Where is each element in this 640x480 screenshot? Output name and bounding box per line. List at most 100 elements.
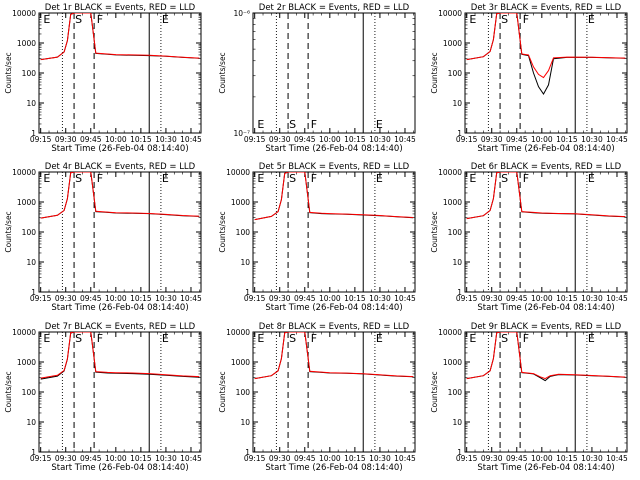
marker-letter: S <box>501 332 508 345</box>
x-tick-label: 10:15 <box>344 294 366 303</box>
series-lld-line <box>466 332 626 380</box>
x-tick-label: 10:15 <box>344 454 366 463</box>
marker-letter: E <box>588 13 595 26</box>
y-tick-label: 10 <box>240 418 250 427</box>
x-tick-label: 09:15 <box>244 454 266 463</box>
x-tick-label: 10:30 <box>369 454 391 463</box>
x-tick-label: 09:15 <box>30 294 52 303</box>
y-tick-label: 100 <box>448 69 463 78</box>
x-tick-label: 10:00 <box>105 294 127 303</box>
x-tick-label: 10:45 <box>394 454 416 463</box>
x-tick-label: 10:45 <box>606 294 628 303</box>
y-tick-label: 1000 <box>17 358 36 367</box>
panel-det9r: Det 9r BLACK = Events, RED = LLD 1 10 100 10… <box>430 322 628 473</box>
x-tick-label: 09:15 <box>30 454 52 463</box>
x-axis-label: Start Time (26-Feb-04 08:14:40) <box>51 303 188 313</box>
x-tick-label: 09:15 <box>456 454 478 463</box>
x-tick-label: 10:15 <box>344 135 366 144</box>
series-events-line <box>466 172 626 220</box>
y-tick-label: 10000 <box>12 168 36 177</box>
x-tick-label: 10:45 <box>606 135 628 144</box>
x-tick-label: 10:30 <box>369 294 391 303</box>
marker-letter: F <box>523 172 529 185</box>
x-axis-label: Start Time (26-Feb-04 08:14:40) <box>265 463 402 473</box>
series-lld-line <box>40 13 200 61</box>
y-tick-label: 1 <box>31 448 36 457</box>
y-tick-label: 1 <box>31 129 36 138</box>
y-axis-label: Counts/sec <box>4 371 13 412</box>
series-events-line <box>466 13 626 95</box>
y-tick-label: 10 <box>240 258 250 267</box>
y-tick-label: 100 <box>22 228 37 237</box>
x-tick-label: 10:00 <box>531 454 553 463</box>
panel-title: Det 1r BLACK = Events, RED = LLD <box>45 3 196 13</box>
x-tick-label: 09:30 <box>481 454 503 463</box>
y-tick-label: 1000 <box>443 358 462 367</box>
x-tick-label: 09:30 <box>269 454 291 463</box>
marker-letter: S <box>289 172 296 185</box>
y-tick-label: 10 <box>26 99 36 108</box>
panel-title: Det 9r BLACK = Events, RED = LLD <box>471 322 622 332</box>
y-tick-label: 10000 <box>438 168 462 177</box>
panel-det3r: Det 3r BLACK = Events, RED = LLD 1 10 100 10… <box>430 3 628 154</box>
y-tick-label: 1000 <box>231 358 250 367</box>
x-axis-label: Start Time (26-Feb-04 08:14:40) <box>477 303 614 313</box>
y-tick-label: 10⁻⁷ <box>233 129 250 138</box>
y-tick-label: 1 <box>457 288 462 297</box>
x-axis-label: Start Time (26-Feb-04 08:14:40) <box>265 144 402 154</box>
panel-title: Det 8r BLACK = Events, RED = LLD <box>259 322 410 332</box>
x-tick-label: 10:45 <box>180 454 202 463</box>
plot-frame <box>38 171 202 293</box>
series-group <box>40 172 200 219</box>
marker-letter: S <box>289 118 296 131</box>
y-tick-label: 10000 <box>438 328 462 337</box>
y-tick-label: 1 <box>31 288 36 297</box>
series-lld-line <box>254 332 414 380</box>
x-tick-label: 09:30 <box>55 135 77 144</box>
marker-letter: E <box>162 172 169 185</box>
marker-letter: F <box>97 332 103 345</box>
y-tick-label: 10000 <box>12 9 36 18</box>
marker-letter: S <box>289 332 296 345</box>
x-tick-label: 09:15 <box>456 294 478 303</box>
series-group <box>254 332 414 380</box>
x-tick-label: 10:45 <box>606 454 628 463</box>
marker-letter: E <box>376 118 383 131</box>
marker-letter: S <box>501 172 508 185</box>
x-tick-label: 10:30 <box>155 294 177 303</box>
x-tick-label: 09:45 <box>80 454 102 463</box>
y-axis-label: Counts/sec <box>430 211 439 252</box>
marker-letter: E <box>376 332 383 345</box>
y-tick-label: 100 <box>22 388 37 397</box>
x-axis-label: Start Time (26-Feb-04 08:14:40) <box>265 303 402 313</box>
series-events-line <box>254 332 414 380</box>
marker-letter: F <box>311 332 317 345</box>
series-group <box>40 13 200 61</box>
plot-frame <box>38 12 202 134</box>
x-tick-label: 10:45 <box>180 294 202 303</box>
x-tick-label: 10:00 <box>105 135 127 144</box>
panel-title: Det 3r BLACK = Events, RED = LLD <box>471 3 622 13</box>
y-tick-label: 10 <box>26 418 36 427</box>
x-tick-label: 09:30 <box>55 294 77 303</box>
marker-letter: S <box>75 332 82 345</box>
x-tick-label: 10:45 <box>394 294 416 303</box>
marker-letter: S <box>501 13 508 26</box>
marker-letter: S <box>75 172 82 185</box>
marker-letter: E <box>469 172 476 185</box>
x-tick-label: 09:15 <box>244 294 266 303</box>
y-tick-label: 1000 <box>231 198 250 207</box>
x-tick-label: 10:00 <box>319 294 341 303</box>
marker-letter: E <box>257 118 264 131</box>
x-tick-label: 10:00 <box>319 135 341 144</box>
y-axis-label: Counts/sec <box>218 211 227 252</box>
y-tick-label: 1000 <box>443 198 462 207</box>
series-group <box>466 13 626 95</box>
x-tick-label: 09:45 <box>506 294 528 303</box>
panel-det1r: Det 1r BLACK = Events, RED = LLD 1 10 100 10… <box>4 3 202 154</box>
series-events-line <box>254 172 414 221</box>
marker-letter: E <box>469 332 476 345</box>
plot-frame <box>252 171 416 293</box>
x-tick-label: 09:15 <box>30 135 52 144</box>
y-axis-label: Counts/sec <box>430 371 439 412</box>
